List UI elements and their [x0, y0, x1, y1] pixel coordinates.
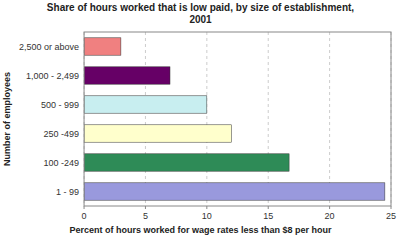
bar [84, 38, 121, 55]
title: Share of hours worked that is low paid, … [47, 2, 355, 25]
tick [206, 206, 207, 209]
tick [329, 206, 330, 209]
plot-frame [84, 32, 391, 206]
bar [84, 125, 231, 142]
grid-line [268, 32, 269, 206]
bar [84, 96, 207, 113]
tick [268, 206, 269, 209]
bars [84, 38, 385, 200]
title-line: Share of hours worked that is low paid, … [47, 2, 355, 13]
category-label: 1 - 99 [56, 187, 79, 197]
category-label: 100 -249 [44, 158, 80, 168]
category-label: 1,000 - 2,499 [26, 71, 79, 81]
y-axis-label: Number of employees [2, 72, 12, 166]
category-label: 250 -499 [44, 129, 80, 139]
tick [391, 206, 392, 209]
background [0, 0, 401, 238]
tick [145, 206, 146, 209]
chart: Share of hours worked that is low paid, … [0, 0, 401, 238]
bar [84, 183, 385, 200]
category-label: 500 - 999 [41, 100, 79, 110]
tick-label: 20 [325, 211, 335, 221]
grid [84, 32, 391, 206]
tick-label: 0 [82, 211, 87, 221]
x-axis-label: Percent of hours worked for wage rates l… [69, 225, 332, 235]
tick-label: 10 [202, 211, 212, 221]
tick-label: 25 [386, 211, 396, 221]
tick [84, 206, 85, 209]
category-label: 2,500 or above [19, 42, 79, 52]
grid-line [206, 32, 207, 206]
tick-label: 5 [143, 211, 148, 221]
bar [84, 154, 289, 171]
tick-label: 15 [263, 211, 273, 221]
grid-line [145, 32, 146, 206]
grid-line [329, 32, 330, 206]
title-line: 2001 [189, 14, 212, 25]
bar [84, 67, 170, 84]
